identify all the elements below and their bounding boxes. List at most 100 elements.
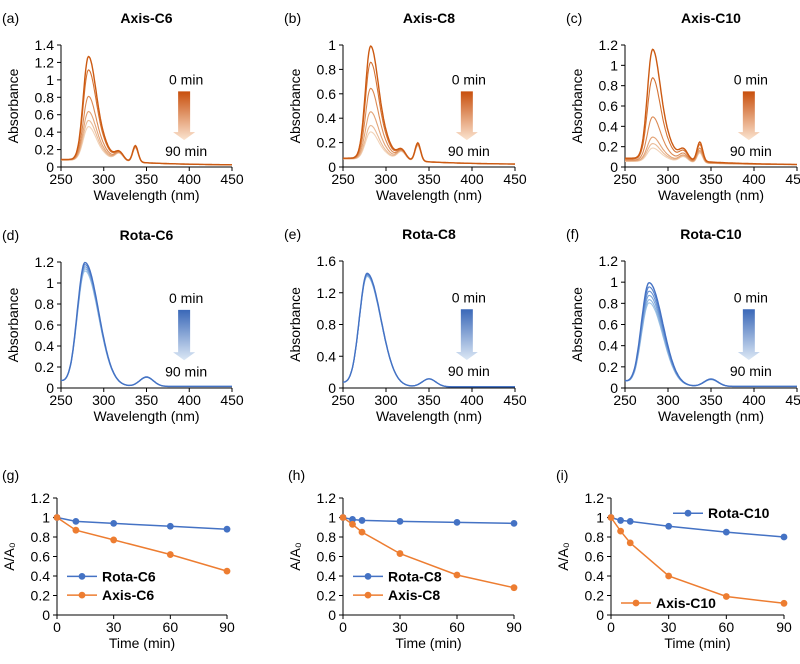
data-point [510, 584, 518, 592]
x-tick-label: 300 [656, 392, 680, 408]
time-arrow [455, 91, 478, 141]
y-tick-label: 0.4 [35, 338, 55, 354]
x-tick-label: 400 [460, 392, 484, 408]
arrow-start-label: 0 min [734, 71, 768, 87]
panel-label: (b) [284, 10, 301, 26]
panel-title: Axis-C10 [681, 10, 741, 26]
data-point [53, 514, 61, 521]
legend-label: Axis-C10 [656, 595, 716, 611]
time-arrow [455, 309, 478, 361]
x-axis-title: Wavelength (nm) [93, 408, 199, 424]
x-axis-title: Time (min) [109, 635, 175, 651]
y-tick-label: 0.4 [585, 568, 605, 584]
x-tick-label: 250 [331, 392, 355, 408]
y-tick-label: 1 [328, 37, 336, 53]
x-tick-label: 250 [613, 392, 637, 408]
y-tick-label: 0.8 [599, 78, 619, 94]
data-point [617, 527, 625, 535]
x-axis-title: Wavelength (nm) [376, 187, 482, 203]
series-line [610, 517, 785, 605]
panel-title: Rota-C8 [402, 226, 456, 242]
legend-marker [78, 572, 86, 580]
panel-title: Axis-C8 [403, 10, 455, 26]
y-tick-label: 0.2 [317, 135, 337, 151]
panel-label: (g) [2, 467, 19, 483]
y-tick-label: 0.6 [599, 317, 619, 333]
data-point [339, 514, 347, 521]
legend-marker [364, 591, 372, 599]
series-line [56, 516, 228, 530]
y-tick-label: 1.2 [599, 253, 619, 269]
data-point [396, 518, 404, 525]
y-axis-title: Absorbance [287, 68, 303, 143]
y-tick-label: 0.6 [35, 317, 55, 333]
y-axis-title: Absorbance [287, 287, 303, 362]
y-tick-label: 0.4 [31, 568, 51, 584]
y-tick-label: 0.8 [317, 317, 337, 333]
x-tick-label: 300 [92, 392, 116, 408]
y-axis-title: A/A₀ [1, 542, 17, 571]
y-tick-label: 1 [46, 72, 54, 88]
panel-a: 250 300 350 400 450 00.2 0.40.6 0.81 1.21.4 Wavel… [2, 10, 244, 203]
y-tick-label: 0.6 [35, 107, 55, 123]
series-line [342, 516, 515, 525]
data-point [166, 551, 174, 558]
x-tick-label: 250 [49, 392, 73, 408]
data-point [617, 517, 625, 524]
panel-title: Rota-C10 [680, 226, 742, 242]
data-point [166, 522, 174, 530]
data-point [626, 539, 634, 547]
panel-label: (d) [2, 227, 19, 243]
y-axis-title: Absorbance [5, 68, 21, 143]
y-tick-label: 0.4 [317, 568, 337, 584]
y-tick-label: 1.2 [35, 54, 55, 70]
x-axis-title: Wavelength (nm) [376, 408, 482, 424]
y-axis-title: A/A₀ [555, 542, 571, 571]
y-tick-label: 0.2 [31, 588, 51, 604]
y-tick-label: 0.6 [31, 549, 51, 565]
legend-marker [364, 572, 372, 580]
x-tick-label: 300 [374, 171, 398, 187]
x-tick-label: 350 [417, 171, 441, 187]
y-tick-label: 0 [596, 607, 604, 623]
legend-marker [78, 591, 86, 599]
y-tick-label: 0 [46, 159, 54, 175]
y-tick-label: 1 [46, 275, 54, 291]
y-tick-label: 0.2 [317, 588, 337, 604]
y-tick-label: 0.2 [599, 359, 619, 375]
data-point [72, 526, 80, 534]
arrow-start-label: 0 min [452, 289, 486, 305]
y-tick-label: 0.6 [585, 549, 605, 565]
y-tick-label: 0.8 [585, 529, 605, 545]
y-tick-label: 0.4 [599, 118, 619, 134]
y-tick-label: 0.4 [317, 348, 337, 364]
x-tick-label: 250 [613, 171, 637, 187]
y-tick-label: 1.2 [599, 37, 619, 53]
x-tick-label: 300 [656, 171, 680, 187]
panel-f: 250 300 350 400 450 0 0.2 0.4 0.6 0.8 1 1.2 Waveleng… [566, 226, 800, 424]
y-tick-label: 1.4 [35, 37, 55, 53]
y-tick-label: 1 [610, 274, 618, 290]
data-point [358, 517, 366, 524]
y-tick-label: 0.2 [35, 359, 55, 375]
arrow-end-label: 90 min [730, 363, 772, 379]
x-tick-label: 450 [220, 171, 244, 187]
arrow-start-label: 0 min [452, 71, 486, 87]
data-point [110, 536, 118, 544]
legend-label: Rota-C10 [708, 505, 770, 521]
y-tick-label: 1 [610, 57, 618, 73]
y-axis-title: Absorbance [569, 68, 585, 143]
y-tick-label: 0 [610, 159, 618, 175]
x-axis-title: Wavelength (nm) [658, 187, 764, 203]
y-axis-title: Absorbance [5, 287, 21, 362]
x-axis-title: Time (min) [664, 635, 730, 651]
arrow-end-label: 90 min [165, 363, 207, 379]
x-tick-label: 400 [742, 392, 766, 408]
y-tick-label: 0.2 [35, 142, 55, 158]
y-tick-label: 0.2 [599, 139, 619, 155]
x-tick-label: 90 [506, 619, 522, 635]
time-arrow [173, 91, 196, 141]
panel-label: (c) [566, 10, 582, 26]
